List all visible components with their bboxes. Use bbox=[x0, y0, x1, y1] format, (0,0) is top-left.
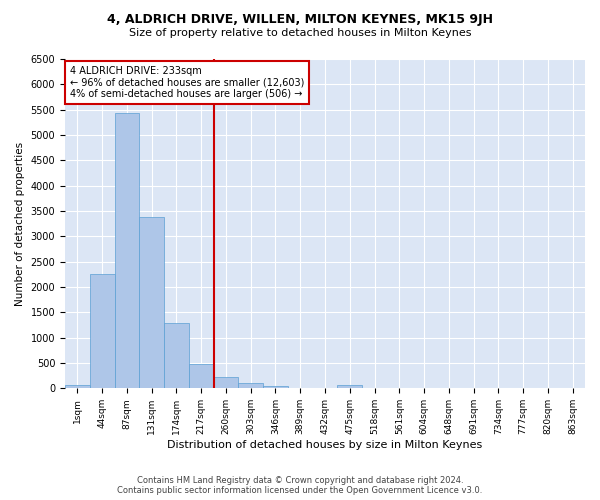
Text: 4 ALDRICH DRIVE: 233sqm
← 96% of detached houses are smaller (12,603)
4% of semi: 4 ALDRICH DRIVE: 233sqm ← 96% of detache… bbox=[70, 66, 305, 99]
Bar bbox=[189, 364, 214, 388]
Text: 4, ALDRICH DRIVE, WILLEN, MILTON KEYNES, MK15 9JH: 4, ALDRICH DRIVE, WILLEN, MILTON KEYNES,… bbox=[107, 12, 493, 26]
Bar bbox=[164, 323, 189, 388]
Bar bbox=[90, 274, 115, 388]
Bar bbox=[65, 384, 90, 388]
Bar bbox=[238, 384, 263, 388]
Bar bbox=[214, 377, 238, 388]
Text: Size of property relative to detached houses in Milton Keynes: Size of property relative to detached ho… bbox=[129, 28, 471, 38]
Bar bbox=[337, 386, 362, 388]
Y-axis label: Number of detached properties: Number of detached properties bbox=[15, 142, 25, 306]
X-axis label: Distribution of detached houses by size in Milton Keynes: Distribution of detached houses by size … bbox=[167, 440, 482, 450]
Text: Contains HM Land Registry data © Crown copyright and database right 2024.
Contai: Contains HM Land Registry data © Crown c… bbox=[118, 476, 482, 495]
Bar bbox=[115, 113, 139, 388]
Bar bbox=[139, 217, 164, 388]
Bar bbox=[263, 386, 288, 388]
